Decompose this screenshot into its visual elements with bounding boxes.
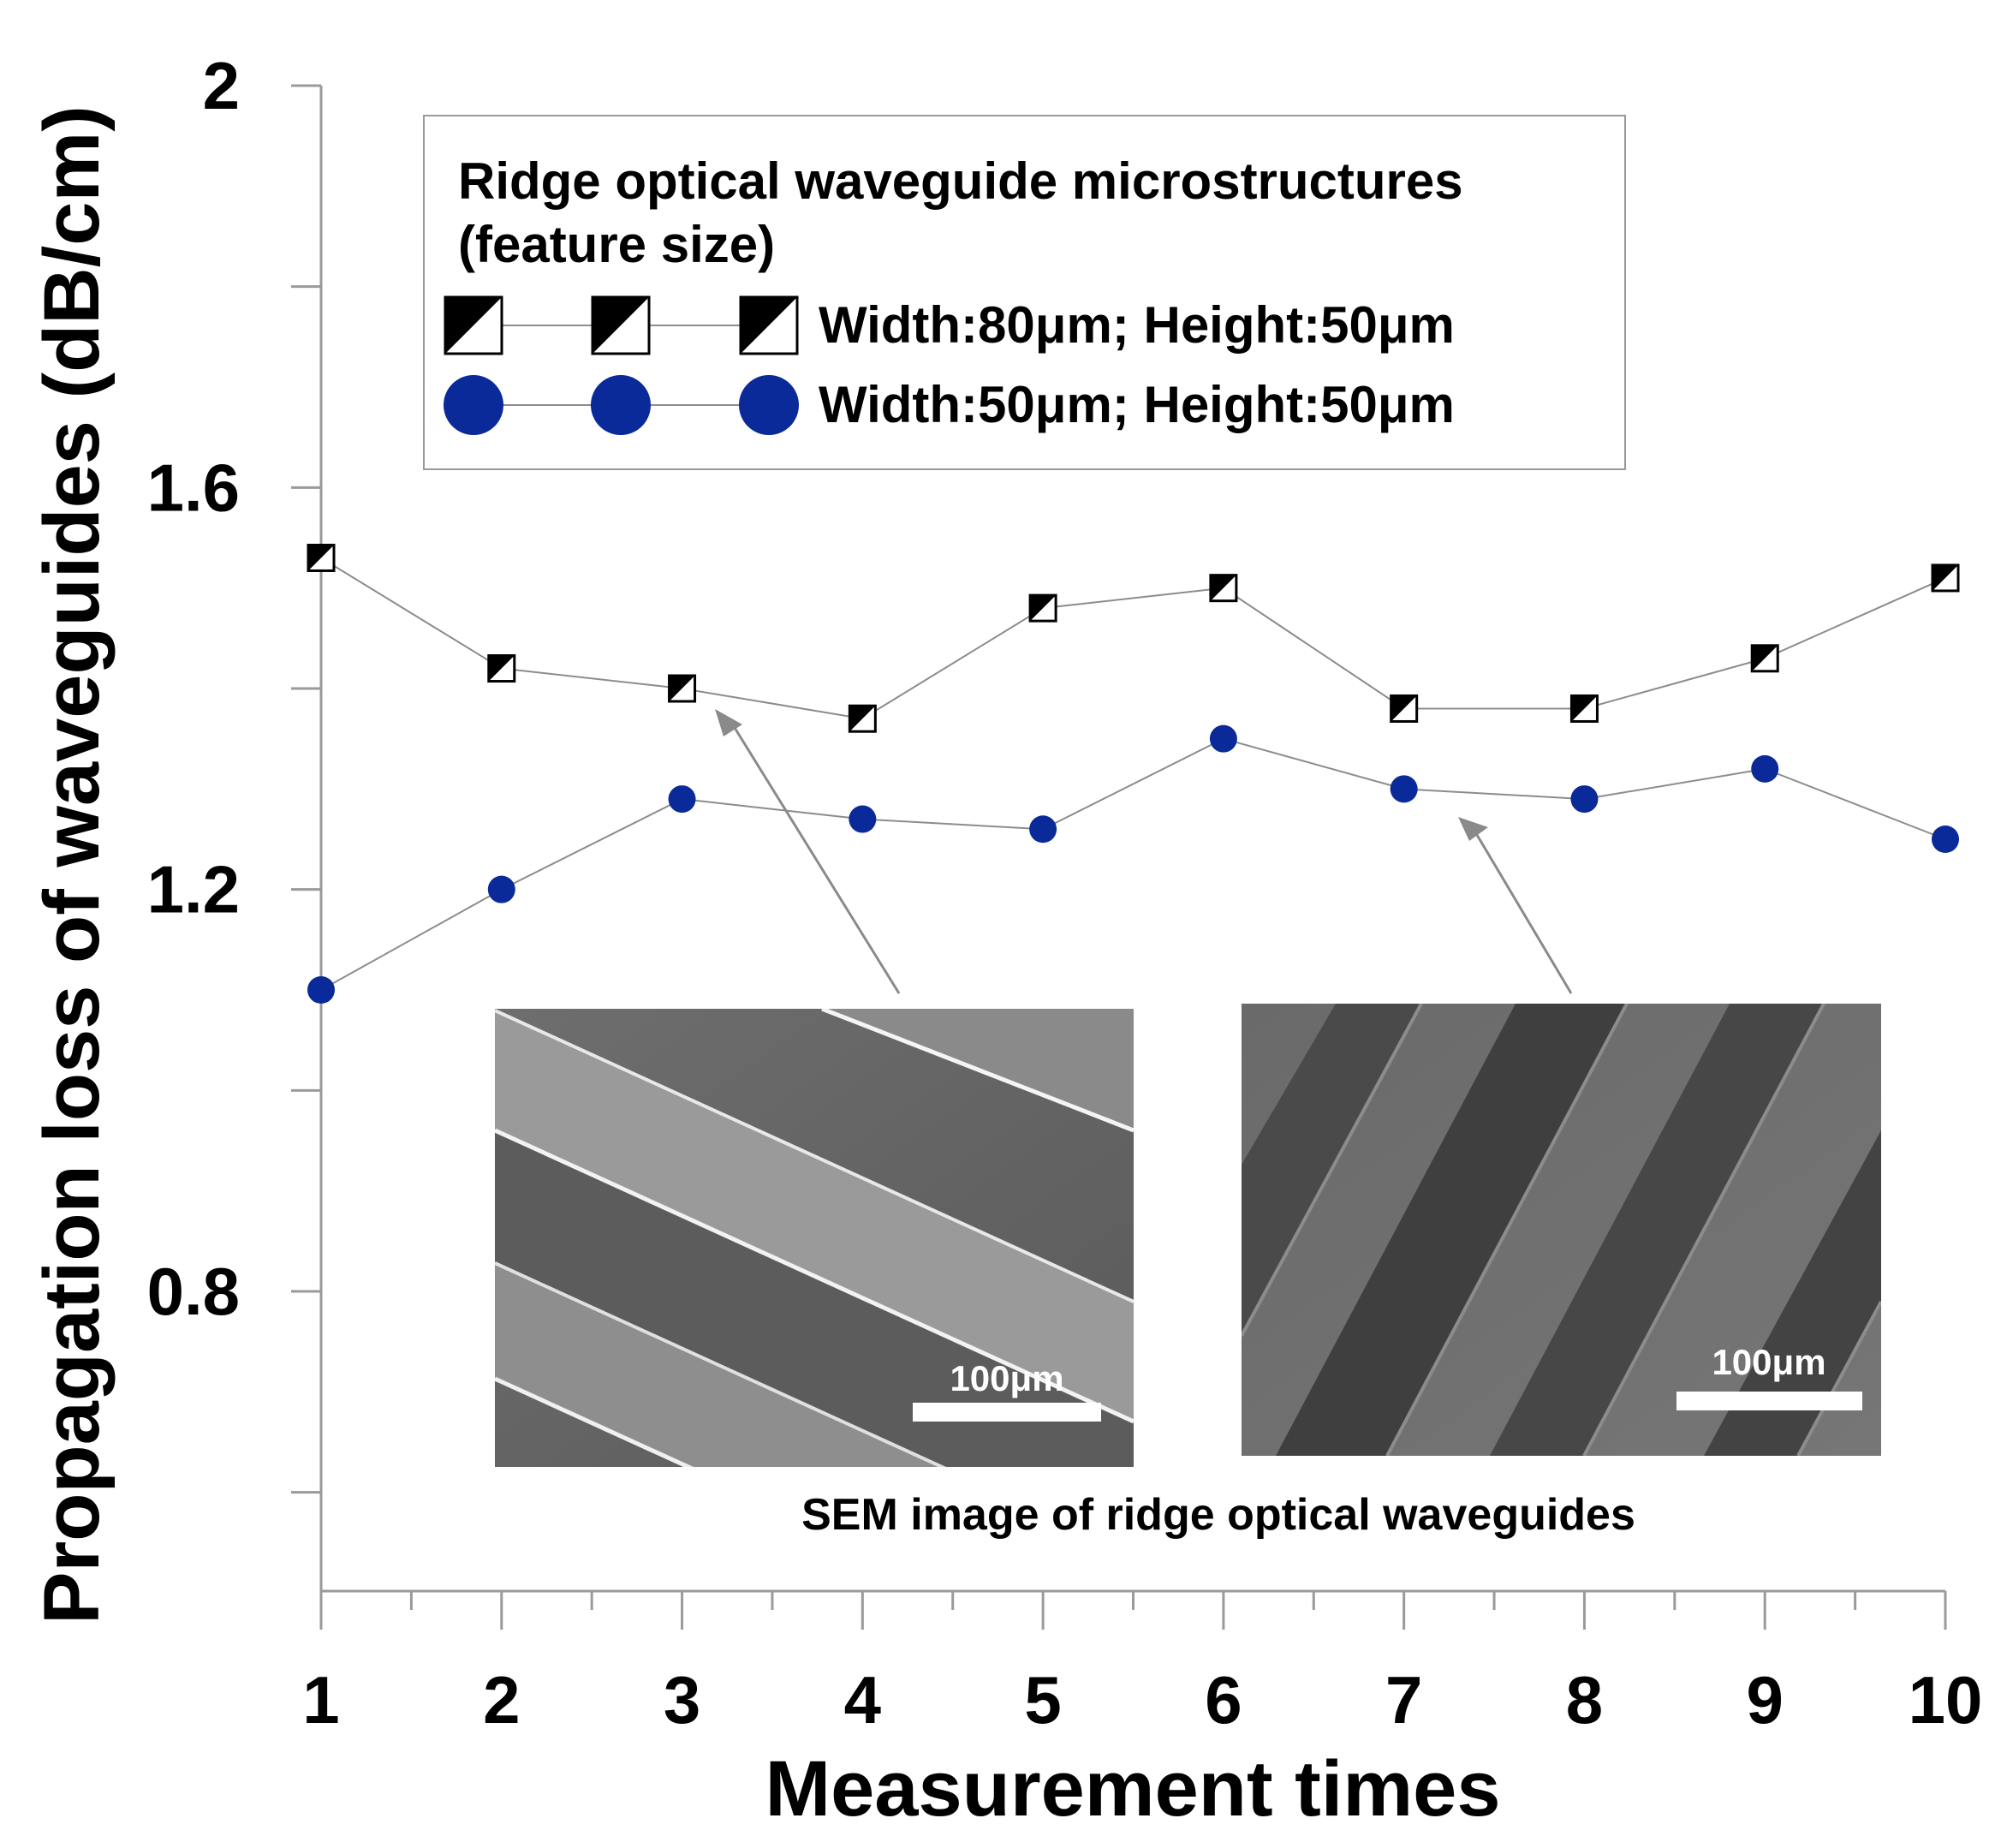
arrow-head-circle xyxy=(1458,817,1488,841)
legend-title-line1: Ridge optical waveguide microstructures xyxy=(458,152,1463,210)
legend-label-square: Width:80μm; Height:50μm xyxy=(819,296,1455,354)
scale-bar-label-right: 100μm xyxy=(1712,1342,1825,1382)
sem-image-left: 100μm xyxy=(495,1009,1134,1467)
data-point-circle xyxy=(307,976,335,1004)
data-point-square xyxy=(1209,574,1238,603)
legend-marker-circle xyxy=(739,375,799,435)
x-tick-label: 1 xyxy=(302,1662,339,1738)
inset-caption: SEM image of ridge optical waveguides xyxy=(801,1490,1635,1540)
y-tick-label: 2 xyxy=(203,48,240,123)
series-line-1 xyxy=(320,557,1946,720)
y-tick-label: 1.2 xyxy=(147,852,240,927)
data-point-circle xyxy=(1029,815,1057,844)
scale-bar-label-left: 100μm xyxy=(950,1358,1063,1398)
data-point-circle xyxy=(1209,724,1237,753)
pointer-arrows xyxy=(715,709,1573,994)
data-point-square xyxy=(668,674,697,703)
data-point-square xyxy=(1390,694,1419,723)
arrow-head-square xyxy=(715,709,742,736)
data-point-square xyxy=(848,704,877,733)
data-point-circle xyxy=(1570,785,1599,814)
series-line-2 xyxy=(320,737,1946,991)
y-axis-title: Propagation loss of waveguides (dB/cm) xyxy=(28,105,116,1624)
legend-marker-square xyxy=(591,295,651,355)
x-axis-title: Measurement times xyxy=(765,1745,1501,1833)
legend-title-line2: (feature size) xyxy=(458,216,775,273)
legend-label-circle: Width:50μm; Height:50μm xyxy=(819,376,1455,433)
data-point-circle xyxy=(487,875,515,903)
data-point-square xyxy=(307,543,336,572)
legend-entry-circle: Width:50μm; Height:50μm xyxy=(444,375,1455,435)
legend-marker-circle xyxy=(591,375,651,435)
legend-marker-square xyxy=(739,295,799,355)
data-point-square xyxy=(1931,563,1960,593)
data-point-square xyxy=(1569,694,1599,723)
y-tick-label: 0.8 xyxy=(147,1254,240,1329)
data-point-square xyxy=(487,654,516,683)
series-layer xyxy=(307,543,1960,1004)
y-ticks: 0.8 1.2 1.6 2 xyxy=(147,48,321,1494)
data-point-square xyxy=(1750,644,1779,673)
x-tick-label: 5 xyxy=(1024,1662,1061,1738)
legend-entry-square: Width:80μm; Height:50μm xyxy=(444,295,1455,355)
x-tick-label: 9 xyxy=(1747,1662,1784,1738)
x-tick-label: 10 xyxy=(1909,1662,1983,1738)
sem-image-right: 100μm xyxy=(1242,1004,1881,1456)
x-tick-label: 3 xyxy=(664,1662,700,1738)
data-point-circle xyxy=(668,785,696,814)
y-tick-label: 1.6 xyxy=(147,450,240,525)
legend-marker-circle xyxy=(444,375,503,435)
x-tick-label: 2 xyxy=(483,1662,520,1738)
legend: Ridge optical waveguide microstructures … xyxy=(423,115,1626,470)
arrow-to-circle-series xyxy=(1475,834,1573,994)
data-point-circle xyxy=(849,805,877,833)
x-tick-label: 7 xyxy=(1385,1662,1422,1738)
data-point-circle xyxy=(1390,775,1418,803)
axes: 0.8 1.2 1.6 2 1 2 3 4 5 6 7 8 9 10 xyxy=(147,48,1983,1738)
data-point-square xyxy=(1028,593,1057,623)
x-tick-label: 6 xyxy=(1205,1662,1242,1738)
arrow-to-square-series xyxy=(730,723,901,994)
x-tick-label: 4 xyxy=(844,1662,881,1738)
x-ticks: 1 2 3 4 5 6 7 8 9 10 xyxy=(302,1591,1982,1738)
x-tick-label: 8 xyxy=(1566,1662,1603,1738)
data-point-circle xyxy=(1751,754,1779,783)
legend-marker-square xyxy=(444,295,503,355)
data-point-circle xyxy=(1932,826,1959,853)
